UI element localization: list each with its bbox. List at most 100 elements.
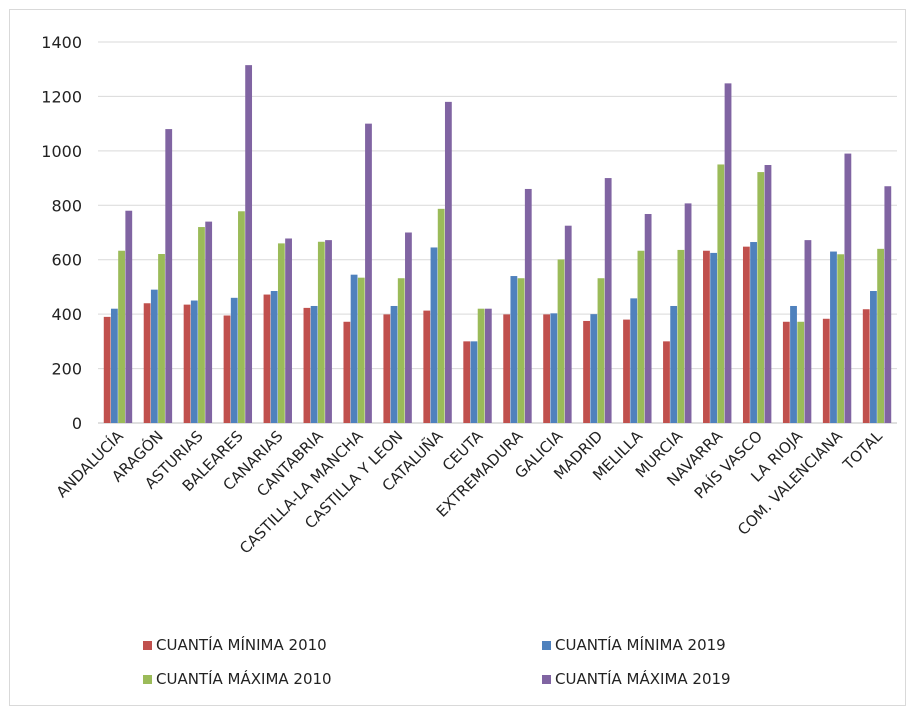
bar: [844, 153, 852, 424]
bar: [143, 303, 151, 423]
bar: [444, 101, 452, 423]
bar: [484, 308, 492, 423]
legend-swatch: [143, 641, 152, 650]
bar: [430, 247, 438, 423]
bar: [325, 240, 332, 423]
x-category-label: TOTAL: [839, 427, 887, 475]
bar: [604, 178, 612, 423]
bar: [390, 305, 398, 423]
y-tick-label: 1000: [41, 142, 82, 161]
bar: [797, 321, 805, 423]
bar: [543, 314, 551, 423]
x-axis-category-labels: ANDALUCÍAARAGÓNASTURIASBALEARESCANARIASC…: [52, 426, 886, 558]
bar: [365, 123, 372, 424]
bar: [703, 250, 710, 423]
bar: [463, 341, 471, 423]
bar: [804, 240, 812, 423]
bar: [837, 254, 845, 423]
bar: [183, 304, 191, 423]
legend-swatch: [143, 675, 152, 684]
bar: [310, 305, 318, 423]
legend-label: CUANTÍA MÍNIMA 2010: [156, 635, 327, 654]
bar: [343, 321, 351, 423]
bar: [350, 274, 358, 423]
bar: [150, 289, 158, 423]
y-tick-label: 0: [72, 414, 82, 433]
bar: [623, 319, 630, 423]
bar: [437, 208, 445, 423]
y-axis-ticks: 0 200 400 600 800 1000 1200 1400: [41, 33, 82, 433]
bar: [317, 241, 325, 423]
bar-chart: 0 200 400 600 800 1000 1200 1400 ANDALUCÍAARAGÓ…: [41, 33, 897, 688]
y-tick-label: 200: [51, 360, 82, 379]
bar: [677, 249, 685, 423]
bar: [477, 308, 485, 423]
bar: [517, 278, 525, 423]
bar: [383, 314, 391, 423]
bar: [583, 320, 590, 423]
bar: [285, 238, 292, 423]
gridlines: [98, 41, 897, 424]
bar: [245, 65, 253, 423]
bar: [670, 305, 678, 423]
bar: [223, 315, 231, 423]
bar: [190, 300, 198, 423]
bar: [717, 164, 725, 423]
bar: [557, 259, 565, 423]
legend-swatch: [542, 641, 551, 650]
chart-frame: 0 200 400 600 800 1000 1200 1400 ANDALUCÍA ARAGÓ…: [9, 9, 906, 706]
bar: [103, 316, 111, 423]
bar: [782, 321, 790, 423]
bar: [503, 314, 511, 423]
bar: [125, 210, 133, 423]
bar: [764, 165, 772, 423]
bar: [884, 186, 892, 423]
bar: [590, 314, 598, 423]
y-tick-label: 400: [51, 305, 82, 324]
bar: [637, 250, 645, 423]
bar: [742, 246, 750, 423]
bar: [270, 291, 278, 423]
bar: [710, 252, 718, 423]
bar: [230, 297, 238, 423]
bar: [238, 211, 245, 423]
bar: [750, 242, 757, 423]
bar: [165, 129, 173, 423]
bar: [790, 305, 797, 423]
bar: [158, 253, 165, 423]
bar: [423, 310, 431, 423]
bar: [397, 278, 405, 423]
bar: [263, 294, 271, 423]
bar: [110, 308, 118, 423]
bar: [524, 188, 532, 423]
bar: [510, 276, 518, 423]
legend: CUANTÍA MÍNIMA 2010 CUANTÍA MÍNIMA 2019 CU…: [143, 635, 731, 688]
bar: [205, 221, 213, 423]
y-tick-label: 1200: [41, 87, 82, 106]
bar: [405, 232, 412, 423]
bar: [198, 227, 205, 423]
bar: [470, 341, 478, 423]
bar: [564, 225, 572, 423]
bar: [877, 248, 885, 423]
y-tick-label: 800: [51, 196, 82, 215]
bar: [303, 307, 311, 423]
bars: [103, 65, 892, 424]
legend-label: CUANTÍA MÁXIMA 2019: [555, 669, 731, 688]
bar: [724, 83, 732, 423]
y-tick-label: 600: [51, 251, 82, 270]
legend-swatch: [542, 675, 551, 684]
bar: [870, 291, 877, 423]
bar: [597, 278, 605, 423]
x-category-label: ANDALUCÍA: [52, 426, 127, 501]
bar: [757, 172, 765, 423]
y-tick-label: 1400: [41, 33, 82, 52]
bar: [357, 277, 365, 423]
bar: [862, 309, 870, 423]
legend-label: CUANTÍA MÁXIMA 2010: [156, 669, 332, 688]
bar: [822, 318, 830, 423]
bar: [550, 313, 558, 423]
bar: [118, 250, 125, 423]
bar: [830, 251, 837, 423]
legend-label: CUANTÍA MÍNIMA 2019: [555, 635, 726, 654]
